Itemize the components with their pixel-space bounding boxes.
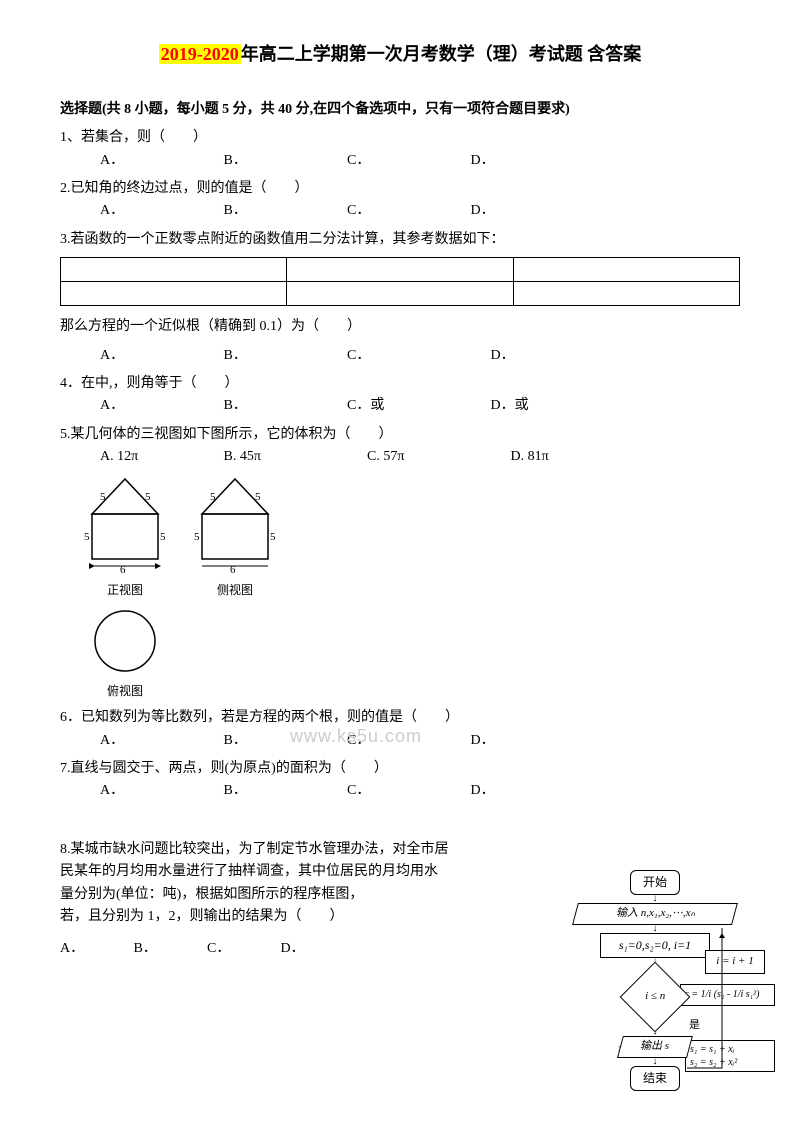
question-5: 5.某几何体的三视图如下图所示，它的体积为（ ） A. 12π B. 45π C… [60, 424, 740, 702]
q7-opt-a: A． [100, 780, 220, 802]
question-2: 2.已知角的终边过点，则的值是（ ） A． B． C． D． [60, 178, 740, 223]
fc-inc: i = i + 1 [705, 950, 765, 974]
q5-opt-b: B. 45π [224, 446, 364, 468]
fc-calc: s = 1/i (s₂ - 1/i s₁²) [680, 984, 775, 1006]
q7-opt-b: B． [224, 780, 344, 802]
q5-text: 5.某几何体的三视图如下图所示，它的体积为（ ） [60, 424, 740, 446]
q3-table [60, 257, 740, 306]
q1-opt-a: A． [100, 150, 220, 172]
q8-opt-a: A． [60, 938, 130, 960]
front-view: 5 5 5 5 6 正视图 [80, 474, 170, 599]
q5-opt-a: A. 12π [100, 446, 220, 468]
title-rest: 年高二上学期第一次月考数学（理）考试题 含答案 [241, 44, 642, 64]
page-title: 2019-2020年高二上学期第一次月考数学（理）考试题 含答案 [60, 40, 740, 69]
fc-input: 输入 n,x₁,x₂,⋯,xₙ [572, 903, 738, 925]
top-view-label: 俯视图 [80, 682, 170, 701]
q3-opt-b: B． [224, 345, 344, 367]
q4-text: 4．在中,，则角等于（ ） [60, 373, 740, 395]
fc-output: 输出 s [617, 1036, 693, 1058]
question-8: 8.某城市缺水问题比较突出，为了制定节水管理办法，对全市居 民某年的月均用水量进… [60, 839, 480, 961]
watermark: www.ks5u.com [290, 722, 422, 751]
q3-text2: 那么方程的一个近似根（精确到 0.1）为（ ） [60, 316, 740, 338]
q8-line4: 若，且分别为 1，2，则输出的结果为（ ） [60, 906, 480, 928]
title-highlight: 2019-2020 [159, 44, 241, 64]
q6-opt-d: D． [471, 730, 591, 752]
q8-opt-b: B． [134, 938, 204, 960]
svg-text:5: 5 [270, 531, 276, 543]
side-view: 5 5 5 5 6 侧视图 [190, 474, 280, 599]
q2-opt-c: C． [347, 200, 467, 222]
question-1: 1、若集合，则（ ） A． B． C． D． [60, 127, 740, 172]
fc-yes: 是 [689, 1017, 700, 1035]
question-3: 3.若函数的一个正数零点附近的函数值用二分法计算，其参考数据如下： 那么方程的一… [60, 229, 740, 367]
q2-opt-b: B． [224, 200, 344, 222]
q5-opt-d: D. 81π [511, 446, 631, 468]
svg-text:5: 5 [100, 491, 106, 503]
q2-opt-a: A． [100, 200, 220, 222]
q1-opt-b: B． [224, 150, 344, 172]
fc-end: 结束 [630, 1066, 680, 1091]
q1-opt-d: D． [471, 150, 591, 172]
q3-text: 3.若函数的一个正数零点附近的函数值用二分法计算，其参考数据如下： [60, 229, 740, 251]
svg-text:6: 6 [230, 564, 236, 574]
q5-figures: 5 5 5 5 6 正视图 5 5 5 5 [80, 474, 740, 701]
front-view-label: 正视图 [80, 581, 170, 600]
svg-text:6: 6 [120, 564, 126, 574]
q4-opt-d: D．或 [491, 395, 611, 417]
fc-start: 开始 [630, 870, 680, 895]
q2-opt-d: D． [471, 200, 591, 222]
q2-text: 2.已知角的终边过点，则的值是（ ） [60, 178, 740, 200]
q3-opt-d: D． [491, 345, 611, 367]
q7-text: 7.直线与圆交于、两点，则(为原点)的面积为（ ） [60, 758, 740, 780]
q7-opt-d: D． [471, 780, 591, 802]
q1-opt-c: C． [347, 150, 467, 172]
top-view-svg [80, 606, 170, 676]
section-heading: 选择题(共 8 小题，每小题 5 分，共 40 分,在四个备选项中，只有一项符合… [60, 99, 740, 121]
svg-text:5: 5 [210, 491, 216, 503]
q8-line2: 民某年的月均用水量进行了抽样调查，其中位居民的月均用水 [60, 861, 480, 883]
q8-opt-c: C． [207, 938, 277, 960]
svg-text:5: 5 [194, 531, 200, 543]
q4-opt-c: C．或 [347, 395, 487, 417]
q4-opt-b: B． [224, 395, 344, 417]
svg-text:5: 5 [145, 491, 151, 503]
flowchart: 开始 ↓ 输入 n,x₁,x₂,⋯,xₙ ↓ s₁=0,s₂=0, i=1 ↓ … [550, 870, 760, 1091]
q3-opt-a: A． [100, 345, 220, 367]
q8-line1: 8.某城市缺水问题比较突出，为了制定节水管理办法，对全市居 [60, 839, 480, 861]
svg-text:5: 5 [160, 531, 166, 543]
q8-opt-d: D． [281, 938, 351, 960]
fc-init: s₁=0,s₂=0, i=1 [600, 933, 710, 958]
q6-opt-a: A． [100, 730, 220, 752]
q1-text: 1、若集合，则（ ） [60, 127, 740, 149]
question-4: 4．在中,，则角等于（ ） A． B． C．或 D．或 [60, 373, 740, 418]
side-view-label: 侧视图 [190, 581, 280, 600]
svg-text:5: 5 [84, 531, 90, 543]
q8-line3: 量分别为(单位：吨)，根据如图所示的程序框图， [60, 884, 480, 906]
fc-cond: i ≤ n [620, 962, 691, 1033]
q7-opt-c: C． [347, 780, 467, 802]
svg-text:5: 5 [255, 491, 261, 503]
fc-upd: s₁ = s₁ + xᵢs₂ = s₂ + xᵢ² [685, 1040, 775, 1072]
question-7: 7.直线与圆交于、两点，则(为原点)的面积为（ ） A． B． C． D． [60, 758, 740, 803]
q5-opt-c: C. 57π [367, 446, 507, 468]
front-view-svg: 5 5 5 5 6 [80, 474, 170, 574]
q4-opt-a: A． [100, 395, 220, 417]
top-view: 俯视图 [80, 606, 170, 701]
side-view-svg: 5 5 5 5 6 [190, 474, 280, 574]
q3-opt-c: C． [347, 345, 487, 367]
